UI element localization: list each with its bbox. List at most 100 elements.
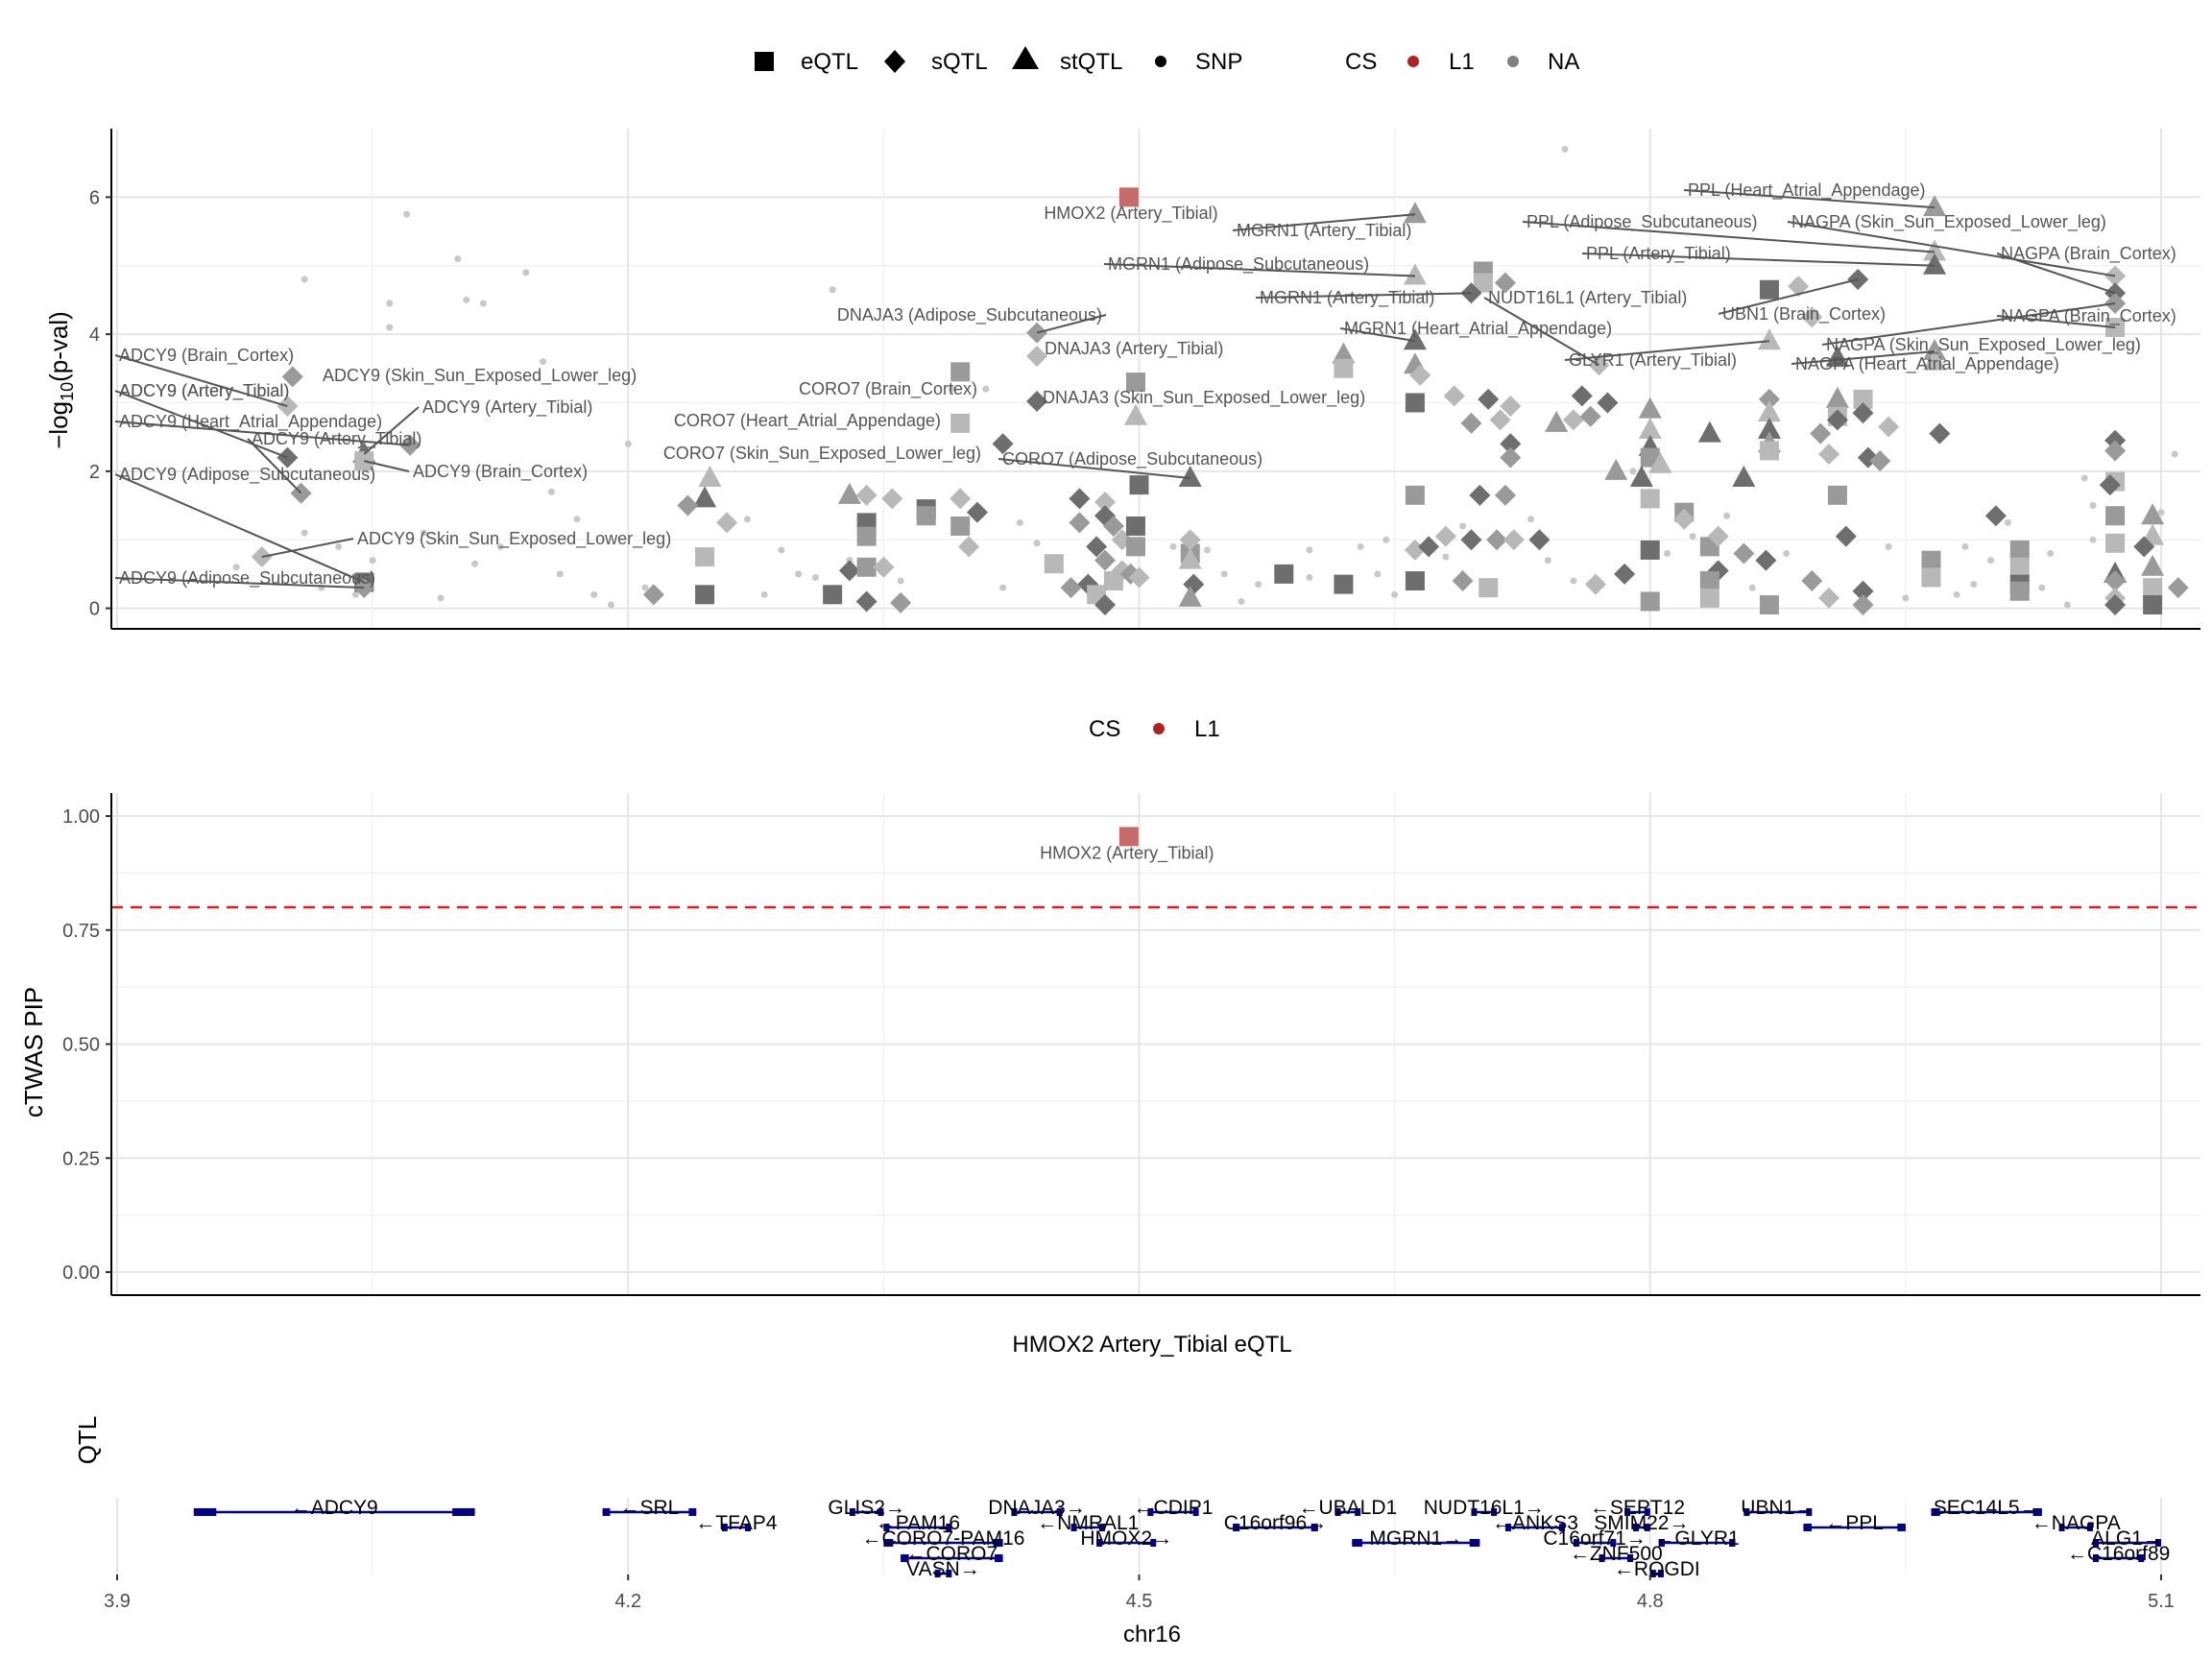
label-leader-line (261, 538, 354, 559)
sqtl-diamond-point (1528, 529, 1551, 551)
eqtl-square-point (2009, 557, 2030, 577)
point-label: ADCY9 (Artery_Tibial) (422, 397, 592, 418)
sqtl-diamond-point (890, 591, 912, 613)
sqtl-diamond-point (1452, 570, 1474, 592)
pval-panel: HMOX2 (Artery_Tibial) ADCY9 (Skin_Sun_Exp… (44, 129, 2200, 630)
stqtl-triangle-point (1403, 328, 1427, 350)
snp-dot-point (1306, 546, 1313, 554)
snp-dot-point (1220, 570, 1228, 578)
gene-exon (2032, 1508, 2042, 1516)
label-leader-line (1996, 252, 2116, 295)
gene-exon (995, 1554, 1003, 1562)
gene-exon (1070, 1524, 1077, 1531)
stqtl-triangle-point (1732, 465, 1756, 487)
point-label: UBN1 (Brain_Cortex) (1722, 304, 1886, 325)
sqtl-diamond-point (2104, 594, 2127, 616)
snp-dot-point (454, 255, 462, 263)
gene-exon (1233, 1524, 1240, 1531)
gene-label: ←SRL (619, 1497, 679, 1519)
eqtl-square-point (1479, 578, 1499, 598)
snp-dot-point (463, 296, 470, 303)
eqtl-square-point (2009, 540, 2030, 560)
snp-dot-point (1689, 533, 1696, 541)
snp-dot-point (1255, 581, 1262, 589)
point-label: MGRN1 (Artery_Tibial) (1260, 288, 1434, 308)
snp-dot-point (1391, 590, 1399, 598)
snp-dot-point (369, 557, 376, 565)
gene-label: ←CORO7 (905, 1543, 998, 1565)
gene-label: ALG1→ (2091, 1527, 2163, 1550)
eqtl-square-point (950, 362, 971, 382)
stqtl-triangle-point (1178, 465, 1202, 487)
sqtl-diamond-point (958, 536, 980, 558)
gene-label: ←CORO7-PAM16 (861, 1527, 1024, 1550)
point-label: GLYR1 (Artery_Tibial) (1569, 350, 1737, 371)
legend-stqtl-label: stQTL (1060, 49, 1122, 75)
sqtl-diamond-point (1503, 529, 1525, 551)
point-label: DNAJA3 (Adipose_Subcutaneous) (837, 305, 1102, 325)
stqtl-triangle-point (1629, 465, 1653, 487)
point-label: PPL (Heart_Atrial_Appendage) (1688, 180, 1925, 201)
legend-snp-label: SNP (1195, 49, 1242, 75)
stqtl-triangle-point (837, 482, 861, 504)
snp-dot-point (948, 385, 955, 393)
snp-dot-point (2089, 502, 2097, 510)
gene-exon (602, 1508, 611, 1516)
eqtl-square-point (1334, 574, 1354, 594)
legend-eqtl-label: eQTL (801, 49, 858, 75)
snp-dot-point (778, 546, 785, 554)
pip-grid (111, 793, 2200, 1295)
point-label: DNAJA3 (Skin_Sun_Exposed_Lower_leg) (1043, 388, 1365, 408)
sqtl-diamond-point (1069, 488, 1091, 510)
eqtl-square-point (2105, 506, 2126, 526)
stqtl-triangle-point (1403, 202, 1427, 224)
gene-label: ←NAGPA (2032, 1512, 2121, 1534)
gene-label: ←NMRAL1 (1037, 1512, 1139, 1534)
gene-exon (1099, 1524, 1106, 1531)
y-tick-label: 2 (89, 462, 100, 483)
x-axis-title: chr16 (1123, 1622, 1181, 1647)
snp-dot-point (1203, 546, 1211, 554)
snp-dot-point (437, 594, 445, 602)
gene-label: ←CDIP1 (1134, 1497, 1214, 1519)
sqtl-diamond-point (1597, 392, 1619, 414)
snp-dot-point (1442, 553, 1450, 561)
snp-dot-point (1382, 536, 1390, 543)
eqtl-square-point (856, 557, 877, 577)
gene-exon (1649, 1570, 1656, 1577)
point-label: ADCY9 (Artery_Tibial) (119, 381, 289, 401)
gene-label: C16orf71→ (1543, 1527, 1646, 1550)
sqtl-diamond-point (1086, 536, 1108, 558)
point-label: CORO7 (Skin_Sun_Exposed_Lower_leg) (663, 444, 981, 464)
eqtl-square-point (1334, 358, 1354, 378)
gene-label: NUDT16L1→ (1424, 1497, 1545, 1519)
eqtl-square-point (2009, 581, 2030, 601)
sqtl-diamond-point (1801, 570, 1823, 592)
y-tick-label: 0 (89, 599, 100, 620)
gene-label: DNAJA3→ (988, 1497, 1086, 1519)
snp-dot-point (386, 300, 394, 307)
eqtl-square-point (1759, 279, 1779, 300)
x-tick-label: 4.5 (1126, 1591, 1153, 1612)
sqtl-diamond-point (855, 590, 878, 613)
eqtl-square-point (1640, 591, 1660, 612)
y-tick-label: 1.00 (62, 806, 100, 828)
label-leader-line (1232, 213, 1416, 231)
gene-track-x-axis: 3.9 4.2 4.5 4.8 5.1 (104, 1575, 2175, 1612)
snp-dot-point (1033, 540, 1041, 547)
sqtl-diamond-point (1984, 505, 2007, 527)
eqtl-square-point (1921, 550, 1941, 570)
legend-sqtl-label: sQTL (931, 49, 988, 75)
sqtl-diamond-point (677, 494, 699, 517)
label-leader-line (247, 438, 302, 494)
gene-exon (1897, 1524, 1906, 1531)
eqtl-square-point (1125, 373, 1145, 393)
sqtl-diamond-point (2104, 570, 2127, 592)
sqtl-diamond-point (1810, 422, 1832, 445)
gene-exon (2058, 1524, 2065, 1531)
gene-exon (1355, 1508, 1361, 1516)
sqtl-diamond-point (1562, 409, 1584, 431)
sqtl-diamond-point (1869, 450, 1891, 472)
eqtl-square-point (1125, 516, 1145, 536)
